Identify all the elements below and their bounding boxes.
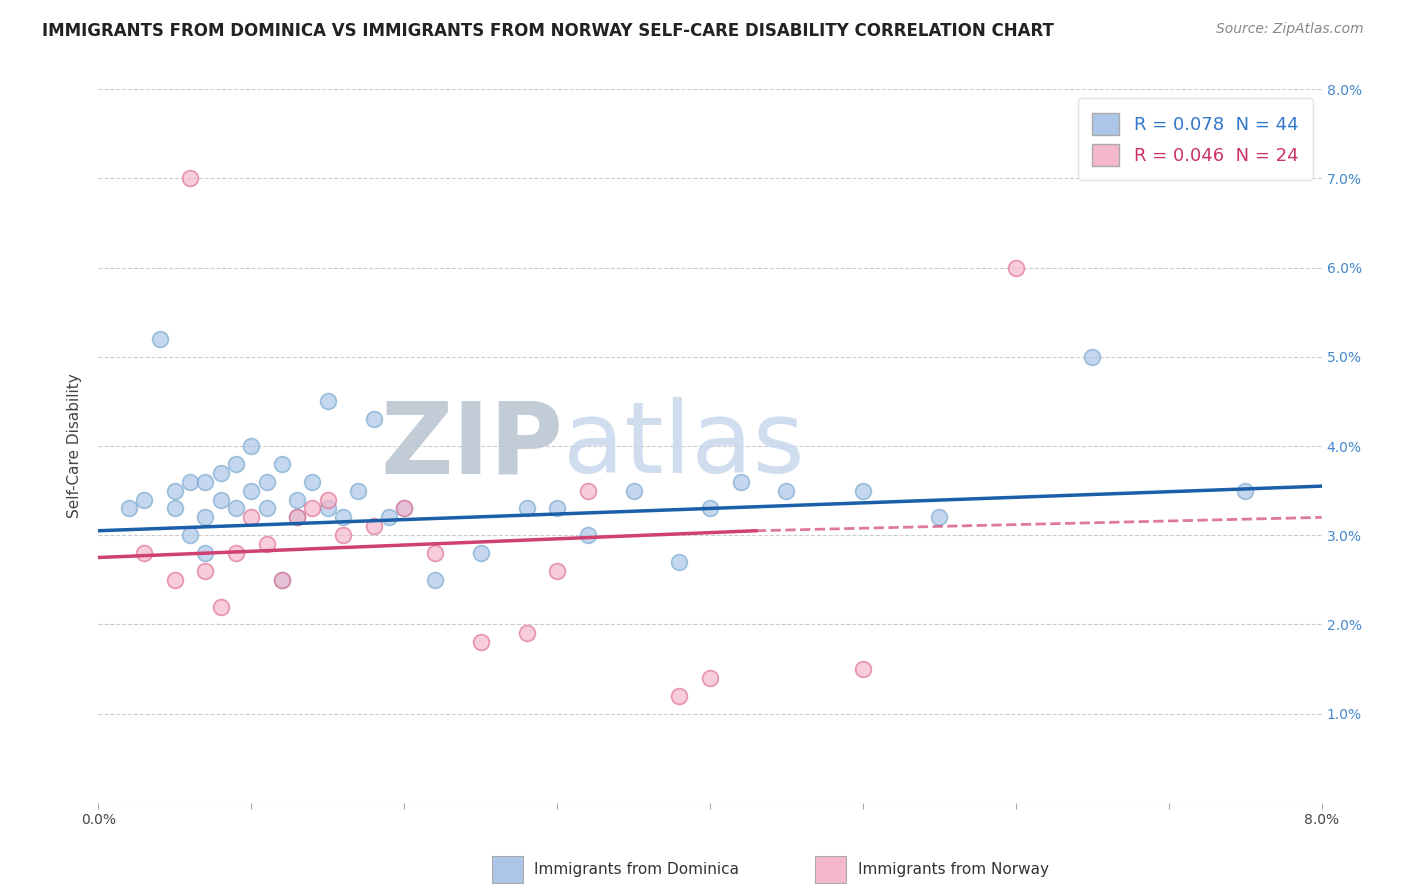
Point <box>285 492 308 507</box>
Point <box>699 501 721 516</box>
Point <box>392 501 416 516</box>
Point <box>316 394 339 409</box>
Point <box>301 475 323 489</box>
Text: Immigrants from Dominica: Immigrants from Dominica <box>534 863 740 877</box>
Point <box>316 501 339 516</box>
Point <box>270 457 294 471</box>
Point <box>730 475 752 489</box>
Point <box>209 492 232 507</box>
Point <box>163 483 186 498</box>
Point <box>775 483 797 498</box>
Point <box>1234 483 1257 498</box>
Point <box>194 546 217 560</box>
Text: atlas: atlas <box>564 398 804 494</box>
Text: ZIP: ZIP <box>381 398 564 494</box>
Point <box>134 546 156 560</box>
Point <box>363 412 385 426</box>
Point <box>194 564 217 578</box>
Point <box>194 510 217 524</box>
Point <box>516 626 538 640</box>
Point <box>149 332 172 346</box>
Point <box>240 510 263 524</box>
Text: IMMIGRANTS FROM DOMINICA VS IMMIGRANTS FROM NORWAY SELF-CARE DISABILITY CORRELAT: IMMIGRANTS FROM DOMINICA VS IMMIGRANTS F… <box>42 22 1054 40</box>
Point <box>179 171 201 186</box>
Point <box>179 475 201 489</box>
Point <box>852 662 875 676</box>
Point <box>256 537 278 551</box>
Text: Immigrants from Norway: Immigrants from Norway <box>858 863 1049 877</box>
Point <box>470 546 492 560</box>
Point <box>225 546 247 560</box>
Point <box>256 475 278 489</box>
Point <box>285 510 308 524</box>
Y-axis label: Self-Care Disability: Self-Care Disability <box>67 374 83 518</box>
Point <box>470 635 492 649</box>
Point <box>852 483 875 498</box>
Point <box>347 483 370 498</box>
Legend: R = 0.078  N = 44, R = 0.046  N = 24: R = 0.078 N = 44, R = 0.046 N = 24 <box>1077 98 1313 180</box>
Point <box>668 689 690 703</box>
Point <box>546 564 568 578</box>
Point <box>928 510 950 524</box>
Point <box>332 510 354 524</box>
Point <box>576 528 599 542</box>
Point <box>163 573 186 587</box>
Point <box>423 573 446 587</box>
Point <box>699 671 721 685</box>
Point <box>209 466 232 480</box>
Point <box>668 555 690 569</box>
Point <box>194 475 217 489</box>
Point <box>179 528 201 542</box>
Point <box>118 501 141 516</box>
Text: Source: ZipAtlas.com: Source: ZipAtlas.com <box>1216 22 1364 37</box>
Point <box>392 501 416 516</box>
Point <box>316 492 339 507</box>
Point <box>546 501 568 516</box>
Point <box>240 483 263 498</box>
Point <box>576 483 599 498</box>
Point <box>301 501 323 516</box>
Point <box>623 483 645 498</box>
Point <box>256 501 278 516</box>
Point <box>285 510 308 524</box>
Point <box>270 573 294 587</box>
Point <box>209 599 232 614</box>
Point <box>163 501 186 516</box>
Point <box>225 501 247 516</box>
Point <box>225 457 247 471</box>
Point <box>332 528 354 542</box>
Point <box>363 519 385 533</box>
Point <box>423 546 446 560</box>
Point <box>378 510 401 524</box>
Point <box>270 573 294 587</box>
Point <box>1004 260 1026 275</box>
Point <box>1081 350 1104 364</box>
Point <box>516 501 538 516</box>
Point <box>134 492 156 507</box>
Point <box>240 439 263 453</box>
